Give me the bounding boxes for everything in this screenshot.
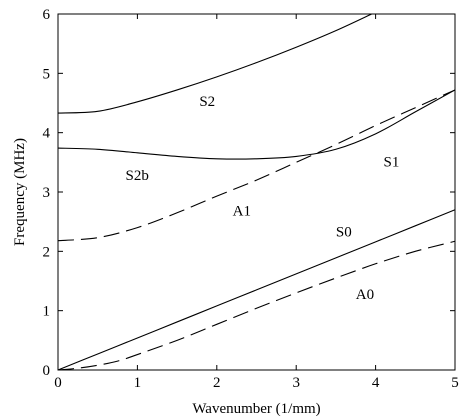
series-line-a1	[57, 89, 456, 242]
x-tick-label: 1	[134, 375, 142, 391]
y-tick-label: 1	[43, 304, 51, 320]
x-tick-label: 0	[54, 375, 62, 391]
x-axis-ticks: 0 1 2 3 4 5	[54, 14, 459, 391]
x-axis-label: Wavenumber (1/mm)	[192, 401, 320, 417]
x-tick-label: 5	[451, 375, 459, 391]
curve-label-a1: A1	[233, 204, 251, 220]
curve-label-s2: S2	[199, 94, 215, 110]
y-tick-label: 4	[43, 126, 51, 142]
x-tick-label: 2	[213, 375, 221, 391]
series-line-s1	[57, 89, 456, 160]
series-line-a0	[57, 240, 456, 371]
curve-label-s1: S1	[384, 154, 400, 170]
y-axis-label: Frequency (MHz)	[12, 138, 28, 246]
plot-frame	[57, 13, 456, 371]
y-tick-label: 6	[43, 7, 51, 23]
y-tick-label: 0	[43, 363, 51, 379]
y-tick-label: 2	[43, 244, 51, 260]
series-line-s0	[57, 209, 456, 371]
curve-labels: S2 S2b S1 A1 S0 A0	[125, 94, 399, 303]
y-tick-label: 5	[43, 66, 51, 82]
x-tick-label: 3	[292, 375, 300, 391]
y-tick-label: 3	[43, 185, 51, 201]
series-line-s2	[57, 13, 372, 114]
curve-label-a0: A0	[356, 287, 374, 303]
plot-curves	[57, 13, 456, 371]
x-tick-label: 4	[372, 375, 380, 391]
y-axis-ticks: 0 1 2 3 4 5 6	[43, 7, 455, 379]
curve-label-s0: S0	[336, 225, 352, 241]
curve-label-s2b: S2b	[125, 168, 148, 184]
